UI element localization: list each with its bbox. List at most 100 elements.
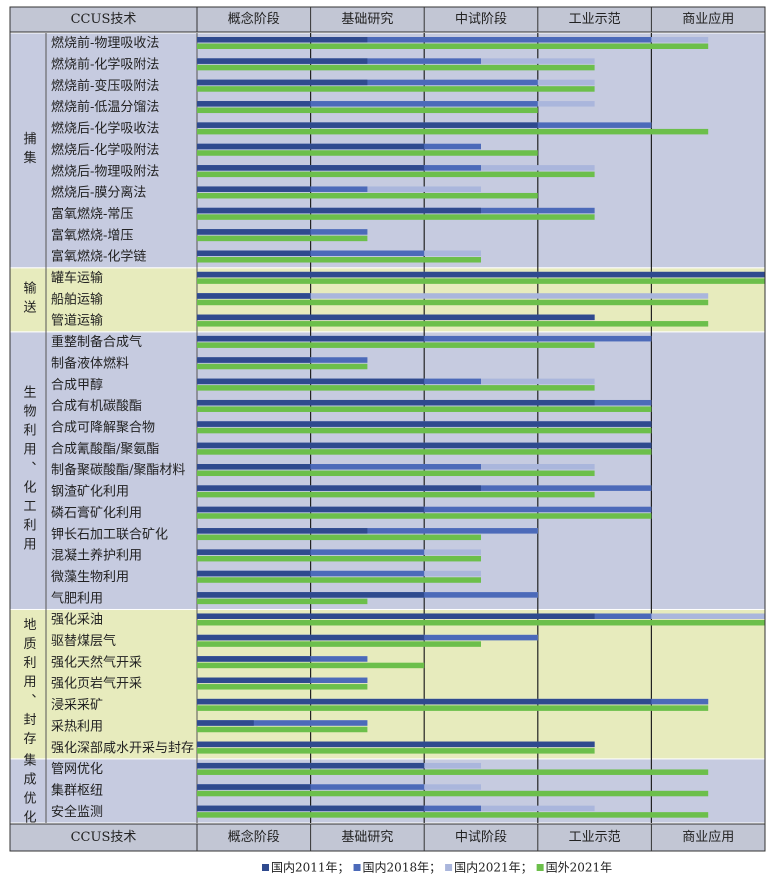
category-label: 合成可降解聚合物 (51, 421, 155, 436)
legend-swatch (353, 864, 361, 871)
stage-label: 中试阶段 (455, 830, 507, 845)
bar (197, 37, 652, 43)
group-label: 捕集 (21, 131, 37, 170)
bar (197, 378, 425, 385)
bar (197, 506, 425, 513)
category-label: 集群枢纽 (51, 782, 103, 798)
category-label: 磷石膏矿化利用 (51, 505, 142, 521)
bar (197, 741, 595, 748)
bar (197, 812, 709, 818)
bar (197, 357, 311, 363)
bar (197, 229, 311, 235)
category-label: 船舶运输 (51, 291, 103, 307)
category-label: 罐车运输 (51, 270, 103, 286)
bar (197, 534, 481, 541)
stage-label: 基础研究 (341, 12, 393, 27)
bar (197, 165, 425, 171)
bar (197, 513, 652, 519)
bar (197, 107, 538, 114)
bar (197, 314, 595, 321)
bar (197, 656, 311, 662)
bar (197, 677, 311, 684)
bar (197, 449, 652, 455)
header-label: CCUS技术 (71, 830, 137, 845)
bar (197, 549, 311, 555)
header-label: CCUS技术 (71, 12, 137, 27)
legend-swatch (445, 864, 453, 871)
category-label: 燃烧前-物理吸收法 (51, 35, 159, 51)
bar (197, 748, 595, 754)
category-label: 驱替煤层气 (51, 633, 116, 649)
header-row (9, 6, 766, 33)
category-label: 气肥利用 (51, 590, 103, 606)
bar (197, 464, 311, 470)
bar (197, 406, 652, 412)
category-label: 燃烧后-膜分离法 (51, 185, 146, 201)
bar (197, 250, 311, 257)
bar (197, 592, 425, 598)
category-label: 燃烧前-低温分馏法 (51, 99, 159, 115)
category-label: 制备液体燃料 (51, 355, 129, 371)
stage-label: 商业应用 (682, 11, 734, 27)
bar (197, 101, 311, 107)
category-label: 强化深部咸水开采与封存 (51, 741, 194, 756)
bar (197, 86, 595, 92)
category-label: 合成甲醇 (51, 377, 103, 393)
bar (197, 58, 368, 64)
stage-label: 商业应用 (682, 829, 734, 845)
legend-label: 国内2018年； (363, 861, 442, 875)
frame (9, 6, 766, 852)
bar (197, 257, 481, 263)
bar (197, 720, 254, 726)
bar (197, 790, 709, 797)
bar (197, 363, 368, 370)
category-label: 富氧燃烧-常压 (51, 206, 133, 222)
bar (197, 555, 481, 562)
category-label: 合成有机碳酸酯 (51, 399, 142, 414)
category-label: 钾长石加工联合矿化 (51, 527, 168, 542)
group-band (9, 608, 766, 760)
bar (197, 470, 595, 477)
stage-label: 概念阶段 (228, 11, 280, 27)
bar (197, 150, 538, 156)
category-label: 浸采采矿 (51, 698, 103, 713)
category-label: 管道运输 (51, 313, 103, 329)
category-label: 强化天然气开采 (51, 654, 142, 670)
bar (197, 684, 368, 690)
bar (197, 335, 425, 342)
legend-swatch (536, 864, 544, 871)
legend-label: 国内2011年； (271, 861, 350, 875)
bar (197, 321, 709, 327)
bar (197, 570, 311, 577)
bar (197, 79, 368, 86)
bar (197, 421, 652, 427)
stage-label: 工业示范 (569, 830, 621, 845)
bar (197, 207, 481, 214)
bar (197, 598, 368, 605)
bar (197, 705, 709, 711)
bar (197, 762, 425, 769)
bar (197, 192, 538, 199)
category-label: 重整制备合成气 (51, 334, 142, 350)
stage-label: 中试阶段 (455, 12, 507, 27)
category-label: 制备聚碳酸酯/聚酯材料 (51, 462, 185, 478)
category-label: 燃烧前-化学吸附法 (51, 57, 159, 73)
category-label: 富氧燃烧-增压 (51, 227, 133, 243)
bar (197, 442, 652, 449)
bar (197, 619, 765, 626)
group-label: 生物利用、化工利用 (21, 385, 37, 556)
category-label: 合成氰酸酯/聚氨酯 (51, 441, 159, 457)
legend-swatch (262, 864, 269, 871)
category-label: 燃烧后-物理吸附法 (51, 163, 159, 179)
bar (197, 271, 765, 278)
bar (197, 634, 425, 641)
category-label: 安全监测 (51, 804, 103, 820)
bar (197, 37, 368, 43)
bar (197, 427, 652, 434)
stage-label: 概念阶段 (228, 829, 280, 845)
bar (197, 128, 709, 135)
category-label: 钢渣矿化利用 (51, 485, 129, 500)
bar (197, 805, 425, 812)
category-label: 微藻生物利用 (51, 570, 129, 585)
bar (197, 662, 425, 669)
